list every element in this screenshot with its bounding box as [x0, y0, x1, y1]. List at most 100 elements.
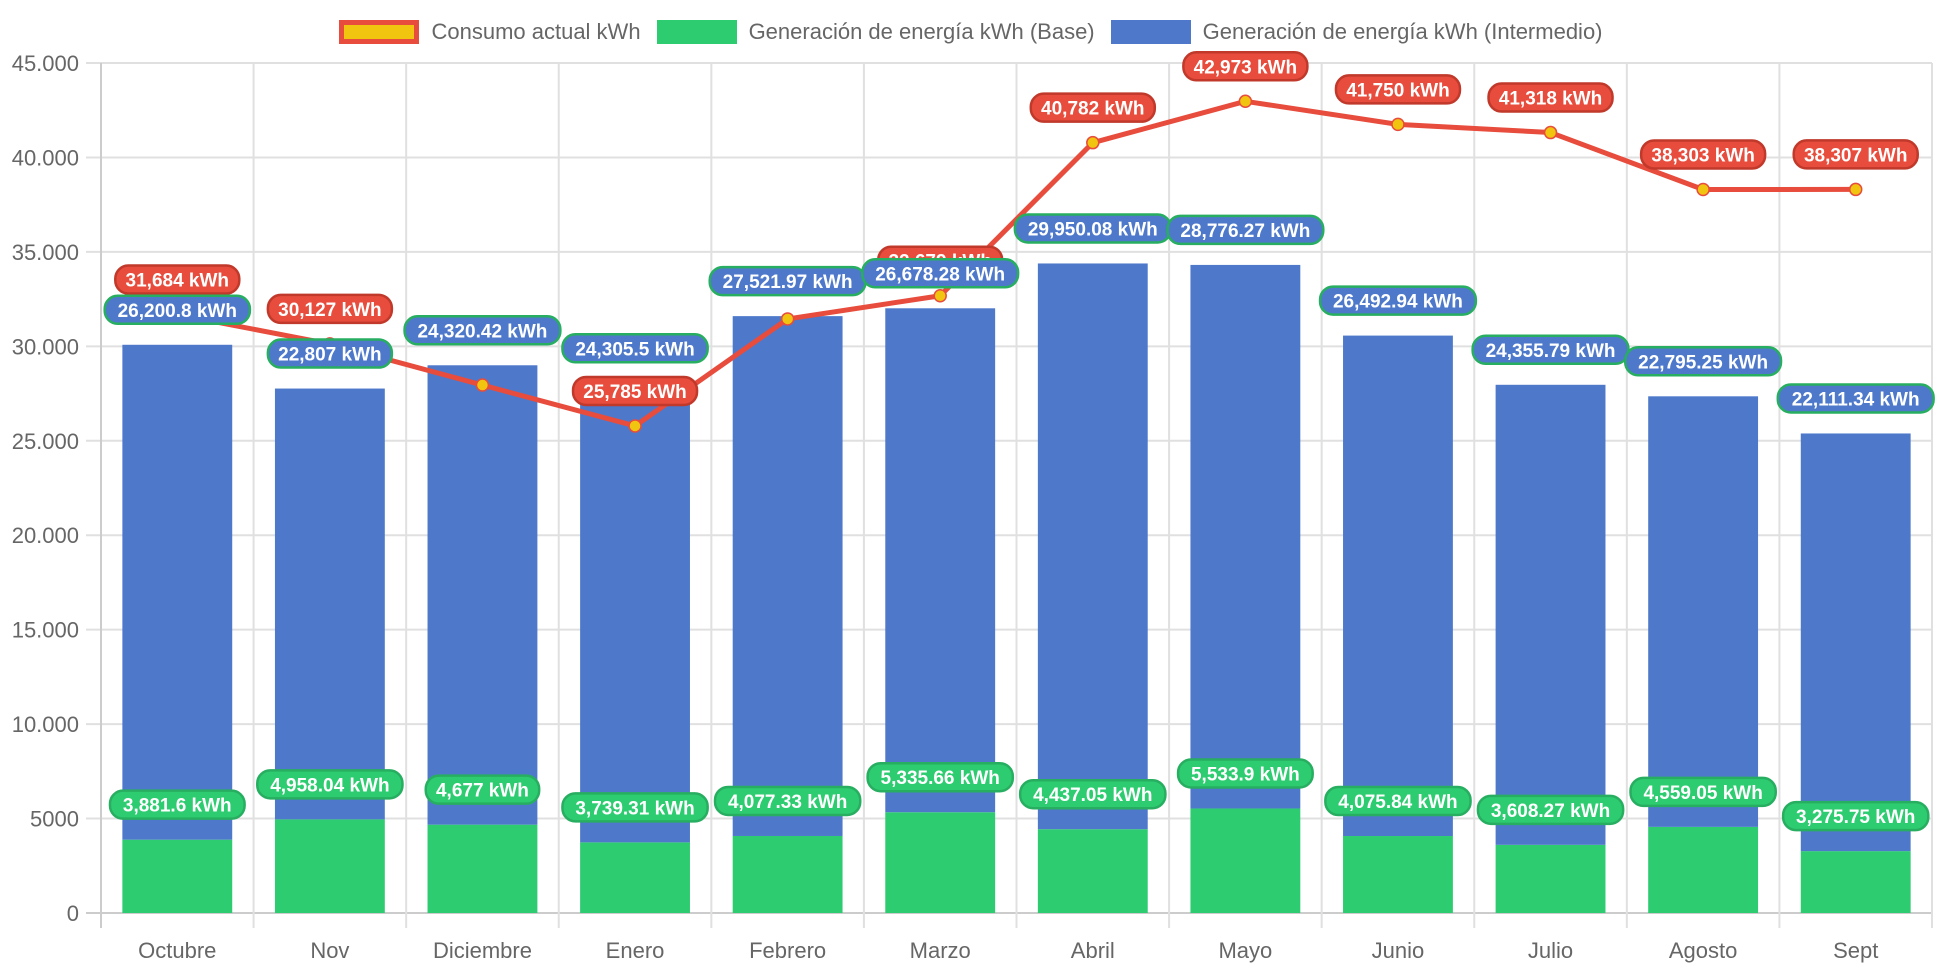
consumo-data-label-bg — [1792, 139, 1919, 170]
bar-intermedio — [1648, 396, 1759, 827]
consumo-point — [1238, 94, 1253, 109]
legend-item-consumo[interactable]: Consumo actual kWh — [339, 19, 641, 45]
base-data-label: 4,958.04 kWh — [256, 769, 404, 800]
base-data-label: 3,608.27 kWh — [1476, 794, 1625, 826]
base-data-label-bg — [1476, 794, 1625, 826]
bar-intermedio — [1190, 264, 1301, 809]
bar-base — [732, 835, 843, 913]
consumo-data-label-bg — [1334, 74, 1462, 105]
bar-base — [1190, 808, 1301, 913]
base-data-label: 3,275.75 kWh — [1781, 800, 1930, 832]
chart-legend: Consumo actual kWh Generación de energía… — [0, 14, 1942, 50]
base-data-label-bg — [1781, 800, 1930, 832]
intermedio-data-label-bg — [1318, 285, 1478, 316]
consumo-data-label-text: 30,127 kWh — [278, 300, 382, 321]
y-tick-label: 15.000 — [12, 618, 79, 643]
base-data-label-bg — [866, 761, 1015, 793]
x-tick-label: Abril — [1071, 938, 1115, 963]
base-data-label-bg — [108, 789, 246, 820]
bar-intermedio — [1495, 384, 1606, 845]
consumo-data-label-bg — [114, 264, 241, 295]
base-data-label: 4,077.33 kWh — [713, 785, 862, 817]
consumo-point — [475, 378, 490, 392]
base-data-label-text: 4,437.05 kWh — [1033, 785, 1152, 806]
y-tick-label: 10.000 — [12, 712, 79, 737]
consumo-data-label-text: 42,973 kWh — [1194, 57, 1298, 78]
legend-item-base[interactable]: Generación de energía kWh (Base) — [656, 19, 1095, 45]
legend-item-intermedio[interactable]: Generación de energía kWh (Intermedio) — [1110, 19, 1603, 45]
x-tick-label: Sept — [1833, 938, 1878, 963]
intermedio-data-label-text: 26,492.94 kWh — [1333, 292, 1463, 313]
bar-base — [1648, 826, 1759, 913]
bar-intermedio — [732, 316, 843, 836]
bar-base — [1800, 851, 1911, 913]
bar-intermedio — [1800, 433, 1911, 852]
consumo-point — [1086, 135, 1100, 150]
intermedio-data-label-bg — [861, 258, 1020, 289]
legend-swatch-consumo — [339, 20, 420, 44]
intermedio-data-label-bg — [403, 315, 562, 346]
intermedio-data-label: 29,950.08 kWh — [1013, 213, 1172, 244]
legend-swatch-base — [656, 20, 737, 44]
base-data-label-text: 4,077.33 kWh — [728, 792, 847, 813]
bar-base — [1343, 836, 1453, 913]
bar-base — [1037, 829, 1148, 913]
intermedio-data-label: 22,807 kWh — [266, 338, 394, 369]
consumo-point — [1543, 125, 1558, 140]
base-data-label: 5,533.9 kWh — [1176, 758, 1314, 789]
y-axis-ticks: 0 5000 10.000 15.000 20.000 25.000 30.000 35.00… — [12, 51, 79, 926]
x-axis-ticks: Octubre Nov Diciembre Enero Febrero Marzo Abri… — [138, 938, 1878, 963]
intermedio-data-label-text: 27,521.97 kWh — [723, 272, 853, 293]
base-data-label-bg — [1629, 776, 1777, 808]
consumo-data-label: 40,782 kWh — [1029, 92, 1157, 123]
intermedio-data-label-text: 22,795.25 kWh — [1638, 352, 1768, 373]
base-data-label: 5,335.66 kWh — [866, 761, 1015, 793]
consumo-point — [628, 419, 642, 433]
consumo-data-label-bg — [571, 375, 699, 407]
base-data-label-text: 3,739.31 kWh — [575, 798, 694, 819]
base-data-label-text: 4,075.84 kWh — [1338, 792, 1457, 813]
bar-intermedio — [427, 365, 538, 825]
consumo-data-label: 25,785 kWh — [571, 375, 699, 407]
x-tick-label: Febrero — [749, 938, 826, 963]
consumo-point — [1848, 182, 1863, 197]
intermedio-data-label-text: 22,807 kWh — [278, 345, 382, 366]
consumo-point — [1391, 117, 1405, 132]
intermedio-data-label-bg — [103, 294, 252, 326]
y-tick-label: 35.000 — [12, 240, 79, 265]
intermedio-data-label: 28,776.27 kWh — [1166, 214, 1325, 246]
y-tick-label: 20.000 — [12, 523, 79, 548]
base-data-label-text: 5,533.9 kWh — [1191, 764, 1300, 785]
base-data-label: 4,677 kWh — [424, 774, 541, 805]
intermedio-data-label: 26,492.94 kWh — [1318, 285, 1478, 316]
consumo-data-label-text: 38,303 kWh — [1651, 145, 1755, 166]
intermedio-data-label-text: 29,950.08 kWh — [1028, 219, 1158, 240]
intermedio-data-label: 24,305.5 kWh — [561, 333, 709, 364]
x-tick-label: Junio — [1372, 938, 1425, 963]
consumo-point — [780, 312, 795, 326]
base-data-label-bg — [713, 785, 862, 817]
bar-intermedio — [274, 388, 385, 820]
intermedio-data-label-text: 24,305.5 kWh — [575, 339, 694, 360]
consumo-data-label-text: 41,318 kWh — [1499, 89, 1603, 110]
base-data-label-bg — [561, 792, 709, 823]
base-data-label-bg — [1176, 758, 1314, 789]
consumo-data-label-text: 38,307 kWh — [1804, 145, 1908, 166]
intermedio-data-label: 24,320.42 kWh — [403, 315, 562, 346]
x-tick-label: Marzo — [910, 938, 971, 963]
base-data-label-text: 4,958.04 kWh — [270, 775, 389, 796]
bar-base — [274, 819, 385, 913]
y-tick-label: 0 — [67, 901, 79, 926]
intermedio-data-label: 26,678.28 kWh — [861, 258, 1020, 289]
consumo-data-label-bg — [266, 293, 394, 325]
y-tick-label: 40.000 — [12, 145, 79, 170]
x-tick-label: Diciembre — [433, 938, 532, 963]
bar-base — [885, 812, 996, 913]
base-data-label-text: 3,608.27 kWh — [1491, 801, 1610, 822]
x-tick-label: Agosto — [1669, 938, 1738, 963]
consumo-data-label-bg — [1029, 92, 1157, 123]
consumo-data-label: 42,973 kWh — [1182, 51, 1309, 82]
y-tick-label: 45.000 — [12, 51, 79, 76]
